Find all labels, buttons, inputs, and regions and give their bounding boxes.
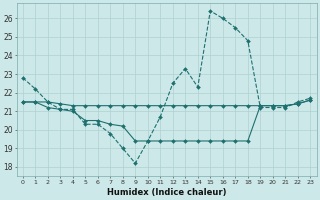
X-axis label: Humidex (Indice chaleur): Humidex (Indice chaleur) <box>107 188 226 197</box>
